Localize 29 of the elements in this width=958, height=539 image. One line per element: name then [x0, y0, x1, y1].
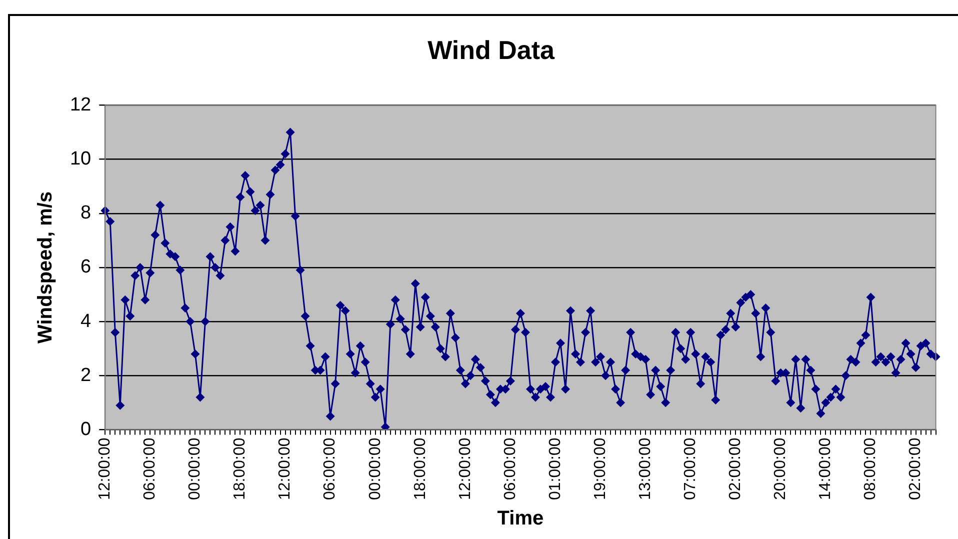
x-tick-label: 06:00:00 [502, 438, 519, 500]
y-tick-label: 4 [80, 310, 92, 332]
x-tick-label: 00:00:00 [366, 438, 384, 500]
x-tick-label: 14:00:00 [817, 438, 834, 500]
y-tick-label: 12 [70, 94, 92, 116]
x-tick-label: 06:00:00 [322, 438, 339, 500]
x-tick-label: 12:00:00 [96, 438, 114, 500]
x-tick-label: 06:00:00 [142, 438, 159, 500]
x-tick-label: 18:00:00 [412, 438, 429, 500]
x-tick-label: 08:00:00 [862, 438, 880, 500]
x-tick-label: 20:00:00 [772, 438, 790, 500]
x-tick-label: 19:00:00 [592, 438, 609, 500]
y-tick-label: 2 [80, 364, 92, 386]
y-tick-label: 6 [80, 256, 92, 278]
x-tick-label: 00:00:00 [186, 438, 204, 500]
x-tick-label: 12:00:00 [456, 438, 474, 500]
y-axis-title: Windspeed, m/s [34, 191, 57, 344]
chart-title: Wind Data [428, 34, 555, 65]
x-tick-label: 07:00:00 [682, 438, 700, 500]
x-tick-label: 02:00:00 [907, 438, 924, 500]
y-tick-label: 10 [70, 148, 92, 170]
x-axis-title: Time [497, 508, 544, 530]
x-tick-label: 18:00:00 [232, 438, 249, 500]
x-tick-label: 13:00:00 [636, 438, 654, 500]
x-tick-label: 01:00:00 [546, 438, 564, 500]
y-tick-label: 8 [80, 202, 92, 224]
x-tick-label: 02:00:00 [727, 438, 744, 500]
x-tick-label: 12:00:00 [276, 438, 294, 500]
y-tick-label: 0 [80, 418, 92, 440]
